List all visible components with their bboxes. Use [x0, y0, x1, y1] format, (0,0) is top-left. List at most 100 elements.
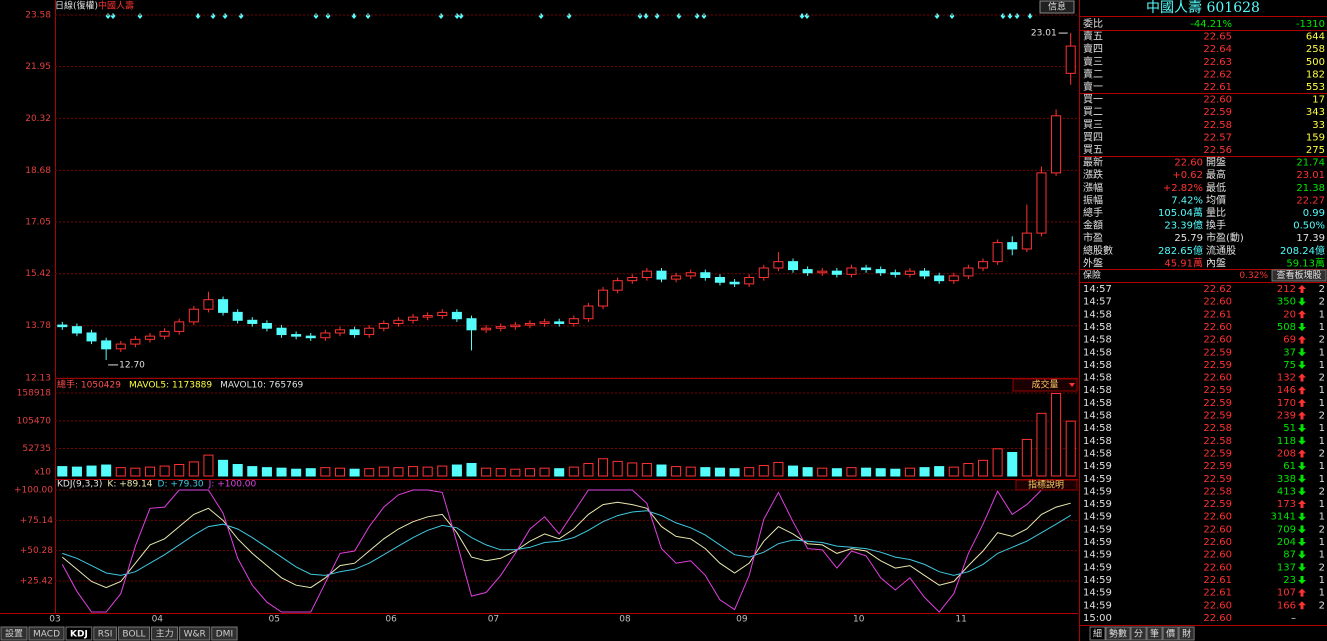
help-button-label[interactable]: 指標說明	[1028, 479, 1064, 491]
trade-count: 1	[1319, 436, 1325, 447]
trade-volume: 20	[1283, 309, 1296, 320]
trade-volume: 37	[1283, 347, 1296, 358]
volume-bar	[408, 466, 419, 477]
book-volume: 33	[1312, 120, 1325, 131]
candle-body	[1021, 232, 1032, 250]
info-button-label[interactable]: 信息	[1048, 1, 1066, 13]
book-price: 22.56	[1203, 145, 1232, 156]
candle-body	[232, 311, 243, 321]
trade-direction	[1298, 563, 1306, 572]
side-tab-label[interactable]: 細	[1093, 628, 1102, 640]
indicator-tab[interactable]	[179, 626, 211, 641]
candle-body	[422, 315, 433, 318]
trade-volume: 137	[1277, 562, 1296, 573]
trade-direction	[1298, 360, 1306, 369]
volume-bar	[115, 467, 126, 477]
indicator-tab[interactable]	[117, 626, 151, 641]
info-button[interactable]	[1039, 0, 1075, 14]
sector-button[interactable]	[1271, 269, 1327, 282]
indicator-tab-label[interactable]: MACD	[33, 630, 60, 640]
candle-body	[861, 267, 872, 271]
indicator-tab-label[interactable]: BOLL	[122, 630, 145, 640]
indicator-tab-label[interactable]: DMI	[216, 630, 233, 640]
side-tab-label[interactable]: 勢數	[1109, 628, 1127, 640]
volume-bar	[671, 466, 682, 477]
indicator-tab[interactable]	[211, 626, 238, 641]
trade-volume: 709	[1277, 524, 1296, 535]
side-tab[interactable]	[1162, 626, 1179, 641]
book-volume: 275	[1306, 145, 1325, 156]
candle-body	[875, 269, 886, 274]
y-tick-label: 158918	[17, 389, 52, 399]
candle-body	[948, 275, 959, 282]
trade-count: 2	[1319, 486, 1325, 497]
side-tab[interactable]	[1178, 626, 1195, 641]
volume-bar	[875, 468, 886, 477]
book-label: 買四	[1083, 131, 1103, 143]
side-tab[interactable]	[1105, 626, 1131, 641]
help-button[interactable]	[1015, 479, 1078, 491]
indicator-tab-label[interactable]: W&R	[184, 630, 206, 640]
trade-direction	[1298, 424, 1306, 433]
side-tab-label[interactable]: 筆	[1150, 628, 1159, 640]
side-tab[interactable]	[1089, 626, 1106, 641]
event-marker	[137, 13, 143, 19]
sector-button-label[interactable]: 查看板塊股	[1276, 269, 1321, 281]
candle-body	[977, 261, 989, 269]
volume-bar	[539, 467, 550, 477]
indicator-label[interactable]: 成交量	[1031, 379, 1058, 391]
trade-count: 1	[1319, 537, 1325, 548]
trade-time: 14:59	[1083, 486, 1112, 497]
event-marker	[949, 13, 955, 19]
volume-bar	[904, 467, 915, 477]
candle-body	[218, 299, 229, 313]
indicator-tab[interactable]	[65, 626, 93, 641]
candle-body	[831, 270, 842, 275]
candle-body	[144, 335, 156, 340]
side-tab-label[interactable]: 分	[1134, 629, 1143, 640]
volume-bar	[744, 467, 755, 477]
trade-price: 22.60	[1203, 335, 1232, 346]
candle-body	[934, 275, 945, 282]
x-tick-label: 10	[853, 615, 865, 625]
indicator-dropdown[interactable]	[1012, 378, 1078, 392]
book-volume: 17	[1312, 95, 1325, 106]
trade-count: 1	[1319, 499, 1325, 510]
book-label: 買五	[1083, 144, 1103, 156]
stat-value: 282.65億	[1158, 244, 1203, 257]
x-tick-label: 03	[49, 615, 60, 625]
indicator-tab[interactable]	[151, 626, 179, 641]
y-tick-label: +50.28	[20, 546, 54, 556]
dropdown-arrow	[1069, 383, 1075, 387]
event-marker	[105, 13, 111, 19]
trade-time: 14:58	[1083, 423, 1112, 434]
trade-price: 22.61	[1203, 309, 1232, 320]
side-tab[interactable]	[1130, 626, 1147, 641]
trade-volume: 146	[1277, 385, 1296, 396]
stat-label: 換手	[1206, 219, 1226, 232]
indicator-tab[interactable]	[93, 626, 117, 641]
sector-change: 0.32%	[1239, 271, 1268, 281]
indicator-tab-label[interactable]: 設置	[5, 628, 23, 640]
trade-price: 22.59	[1203, 474, 1232, 485]
candle-body	[364, 327, 375, 336]
candle-body	[744, 277, 755, 285]
trade-count: 2	[1319, 411, 1325, 422]
y-tick-label: +25.42	[20, 576, 53, 586]
side-tab-label[interactable]: 財	[1182, 628, 1191, 640]
indicator-tab-label[interactable]: 主力	[156, 628, 174, 640]
x-tick-label: 07	[488, 615, 499, 625]
indicator-tab-label[interactable]: KDJ	[70, 630, 88, 640]
indicator-tab-label[interactable]: RSI	[98, 630, 113, 640]
indicator-tab[interactable]	[0, 626, 28, 641]
y-tick-label: +75.14	[20, 516, 54, 526]
stat-value: 22.60	[1174, 158, 1203, 169]
trade-volume: 413	[1277, 486, 1296, 497]
stat-value: +0.62	[1172, 170, 1203, 181]
side-tab[interactable]	[1146, 626, 1163, 641]
book-label: 買三	[1083, 119, 1103, 131]
side-tab-label[interactable]: 價	[1166, 629, 1175, 640]
candle-body	[539, 321, 550, 324]
indicator-tab[interactable]	[28, 626, 65, 641]
candle-body	[758, 267, 769, 279]
